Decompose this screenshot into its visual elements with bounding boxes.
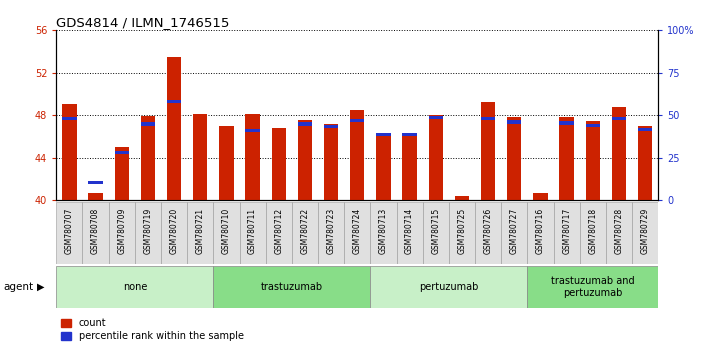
- Bar: [638, 126, 653, 200]
- Text: pertuzumab: pertuzumab: [419, 282, 479, 292]
- Bar: [246, 129, 260, 132]
- FancyBboxPatch shape: [108, 202, 135, 264]
- Bar: [89, 193, 103, 200]
- Text: GSM780722: GSM780722: [301, 208, 310, 254]
- Bar: [141, 116, 155, 200]
- Bar: [481, 117, 496, 120]
- Text: GSM780712: GSM780712: [275, 208, 283, 254]
- Bar: [167, 57, 182, 200]
- Text: GSM780724: GSM780724: [353, 208, 362, 254]
- Bar: [141, 122, 155, 126]
- Bar: [560, 117, 574, 200]
- Text: GDS4814 / ILMN_1746515: GDS4814 / ILMN_1746515: [56, 16, 230, 29]
- Bar: [298, 122, 312, 126]
- FancyBboxPatch shape: [370, 266, 527, 308]
- Bar: [272, 128, 286, 200]
- Text: GSM780707: GSM780707: [65, 208, 74, 255]
- FancyBboxPatch shape: [187, 202, 213, 264]
- FancyBboxPatch shape: [501, 202, 527, 264]
- FancyBboxPatch shape: [449, 202, 475, 264]
- FancyBboxPatch shape: [318, 202, 344, 264]
- FancyBboxPatch shape: [292, 202, 318, 264]
- FancyBboxPatch shape: [82, 202, 108, 264]
- Bar: [298, 120, 312, 200]
- FancyBboxPatch shape: [161, 202, 187, 264]
- Text: none: none: [122, 282, 147, 292]
- Bar: [586, 121, 600, 200]
- FancyBboxPatch shape: [239, 202, 265, 264]
- Text: GSM780714: GSM780714: [405, 208, 414, 254]
- Text: GSM780727: GSM780727: [510, 208, 519, 254]
- Text: GSM780720: GSM780720: [170, 208, 179, 254]
- Bar: [533, 193, 548, 200]
- Bar: [350, 119, 365, 122]
- Text: GSM780715: GSM780715: [432, 208, 440, 254]
- Text: GSM780719: GSM780719: [144, 208, 153, 254]
- FancyBboxPatch shape: [213, 202, 239, 264]
- Bar: [115, 151, 129, 154]
- FancyBboxPatch shape: [56, 202, 82, 264]
- Text: trastuzumab and
pertuzumab: trastuzumab and pertuzumab: [551, 276, 634, 298]
- Legend: count, percentile rank within the sample: count, percentile rank within the sample: [61, 318, 244, 341]
- Bar: [507, 120, 522, 124]
- Text: agent: agent: [4, 282, 34, 292]
- Text: GSM780713: GSM780713: [379, 208, 388, 254]
- FancyBboxPatch shape: [56, 266, 213, 308]
- Bar: [167, 100, 182, 103]
- Bar: [350, 110, 365, 200]
- FancyBboxPatch shape: [527, 202, 553, 264]
- Bar: [429, 115, 443, 200]
- FancyBboxPatch shape: [632, 202, 658, 264]
- Text: ▶: ▶: [37, 282, 44, 292]
- Text: GSM780729: GSM780729: [641, 208, 650, 254]
- FancyBboxPatch shape: [606, 202, 632, 264]
- FancyBboxPatch shape: [527, 266, 658, 308]
- Bar: [507, 117, 522, 200]
- Bar: [376, 133, 391, 200]
- Bar: [219, 126, 234, 200]
- Bar: [638, 128, 653, 131]
- Text: GSM780710: GSM780710: [222, 208, 231, 254]
- FancyBboxPatch shape: [475, 202, 501, 264]
- Bar: [193, 114, 208, 200]
- FancyBboxPatch shape: [396, 202, 422, 264]
- Text: GSM780721: GSM780721: [196, 208, 205, 254]
- Text: GSM780723: GSM780723: [327, 208, 336, 254]
- Text: GSM780717: GSM780717: [562, 208, 571, 254]
- Text: GSM780726: GSM780726: [484, 208, 493, 254]
- Text: GSM780725: GSM780725: [458, 208, 467, 254]
- Bar: [586, 124, 600, 127]
- Bar: [62, 117, 77, 120]
- FancyBboxPatch shape: [553, 202, 579, 264]
- Text: GSM780708: GSM780708: [91, 208, 100, 254]
- FancyBboxPatch shape: [213, 266, 370, 308]
- FancyBboxPatch shape: [344, 202, 370, 264]
- Bar: [89, 181, 103, 184]
- FancyBboxPatch shape: [135, 202, 161, 264]
- Bar: [376, 133, 391, 136]
- Bar: [403, 134, 417, 200]
- Bar: [481, 102, 496, 200]
- FancyBboxPatch shape: [370, 202, 396, 264]
- FancyBboxPatch shape: [265, 202, 292, 264]
- Text: GSM780716: GSM780716: [536, 208, 545, 254]
- Bar: [560, 121, 574, 125]
- FancyBboxPatch shape: [422, 202, 449, 264]
- Bar: [455, 196, 469, 200]
- Bar: [324, 124, 339, 200]
- Bar: [62, 104, 77, 200]
- Text: trastuzumab: trastuzumab: [260, 282, 323, 292]
- Bar: [429, 116, 443, 119]
- Bar: [612, 117, 626, 120]
- Text: GSM780711: GSM780711: [248, 208, 257, 254]
- Bar: [612, 107, 626, 200]
- Text: GSM780728: GSM780728: [615, 208, 624, 254]
- Bar: [246, 114, 260, 200]
- FancyBboxPatch shape: [579, 202, 606, 264]
- Bar: [403, 133, 417, 136]
- Text: GSM780718: GSM780718: [589, 208, 597, 254]
- Bar: [115, 147, 129, 200]
- Bar: [324, 125, 339, 128]
- Text: GSM780709: GSM780709: [118, 208, 126, 255]
